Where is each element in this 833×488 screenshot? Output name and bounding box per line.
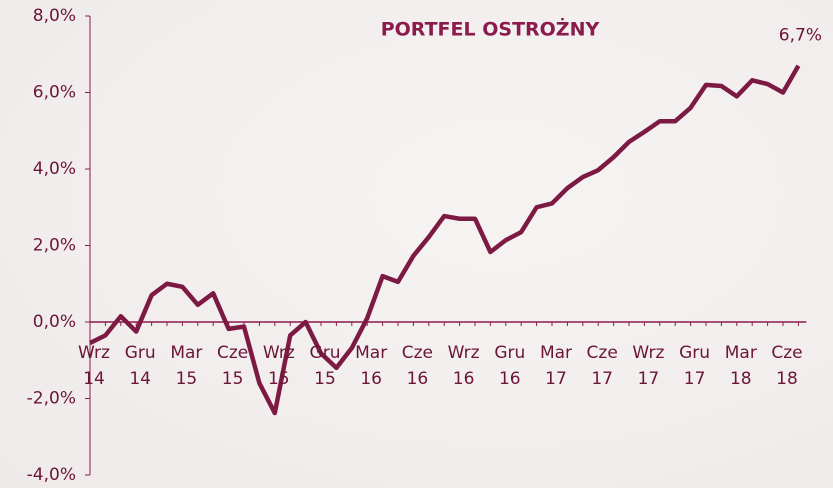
x-tick-label: Mar 16 <box>355 343 388 389</box>
x-tick-label: Mar 18 <box>724 343 757 389</box>
x-tick-label: Gru 15 <box>309 343 341 389</box>
x-tick-label: Wrz 16 <box>447 343 480 389</box>
x-tick-label: Gru 14 <box>124 343 156 389</box>
x-tick-label: Wrz 15 <box>262 343 295 389</box>
x-tick-label: Mar 15 <box>170 343 203 389</box>
value-label: 6,7% <box>779 26 822 46</box>
x-tick-label: Cze 17 <box>586 343 618 389</box>
y-tick-label: 0,0% <box>33 312 76 332</box>
x-tick-label: Cze 15 <box>216 343 249 389</box>
chart-title: PORTFEL OSTROŻNY <box>381 17 600 41</box>
y-tick-label: 2,0% <box>33 236 76 256</box>
y-tick-label: 8,0% <box>33 6 76 26</box>
y-tick-label: 4,0% <box>33 159 76 179</box>
y-tick-label: -2,0% <box>27 389 76 409</box>
y-tick-label: -4,0% <box>27 465 76 485</box>
x-tick-label: Gru 17 <box>679 343 711 389</box>
x-tick-label: Cze 16 <box>401 343 434 389</box>
x-tick-label: Wrz 17 <box>632 343 665 389</box>
x-tick-label: Mar 17 <box>539 343 573 389</box>
x-tick-label: Wrz 14 <box>78 343 110 389</box>
y-tick-label: 6,0% <box>33 83 76 103</box>
series-line <box>88 64 801 416</box>
x-tick-label: Cze 18 <box>771 343 803 389</box>
x-tick-label: Gru 16 <box>494 343 526 389</box>
